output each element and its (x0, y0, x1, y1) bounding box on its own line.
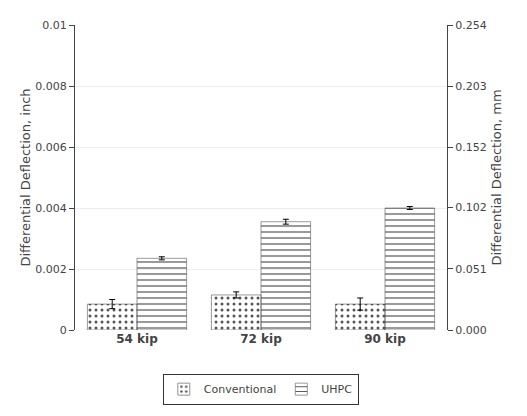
svg-text:90 kip: 90 kip (364, 332, 406, 346)
svg-text:Differential Deflection, mm: Differential Deflection, mm (489, 89, 504, 265)
svg-text:0.004: 0.004 (35, 202, 67, 215)
svg-text:0.051: 0.051 (455, 263, 487, 276)
svg-text:0.006: 0.006 (35, 141, 67, 154)
svg-text:0.254: 0.254 (455, 19, 487, 32)
svg-text:0.102: 0.102 (455, 201, 487, 214)
svg-text:0: 0 (60, 324, 67, 337)
svg-text:54 kip: 54 kip (116, 332, 158, 346)
svg-text:UHPC: UHPC (321, 383, 352, 396)
svg-text:0.203: 0.203 (455, 80, 487, 93)
svg-text:0.000: 0.000 (455, 324, 487, 337)
svg-text:0.152: 0.152 (455, 141, 487, 154)
svg-text:0.01: 0.01 (42, 19, 67, 32)
svg-text:Differential Deflection, inch: Differential Deflection, inch (18, 88, 33, 266)
svg-text:Conventional: Conventional (204, 383, 276, 396)
svg-text:0.002: 0.002 (35, 263, 67, 276)
svg-text:72 kip: 72 kip (240, 332, 282, 346)
svg-text:0.008: 0.008 (35, 80, 67, 93)
